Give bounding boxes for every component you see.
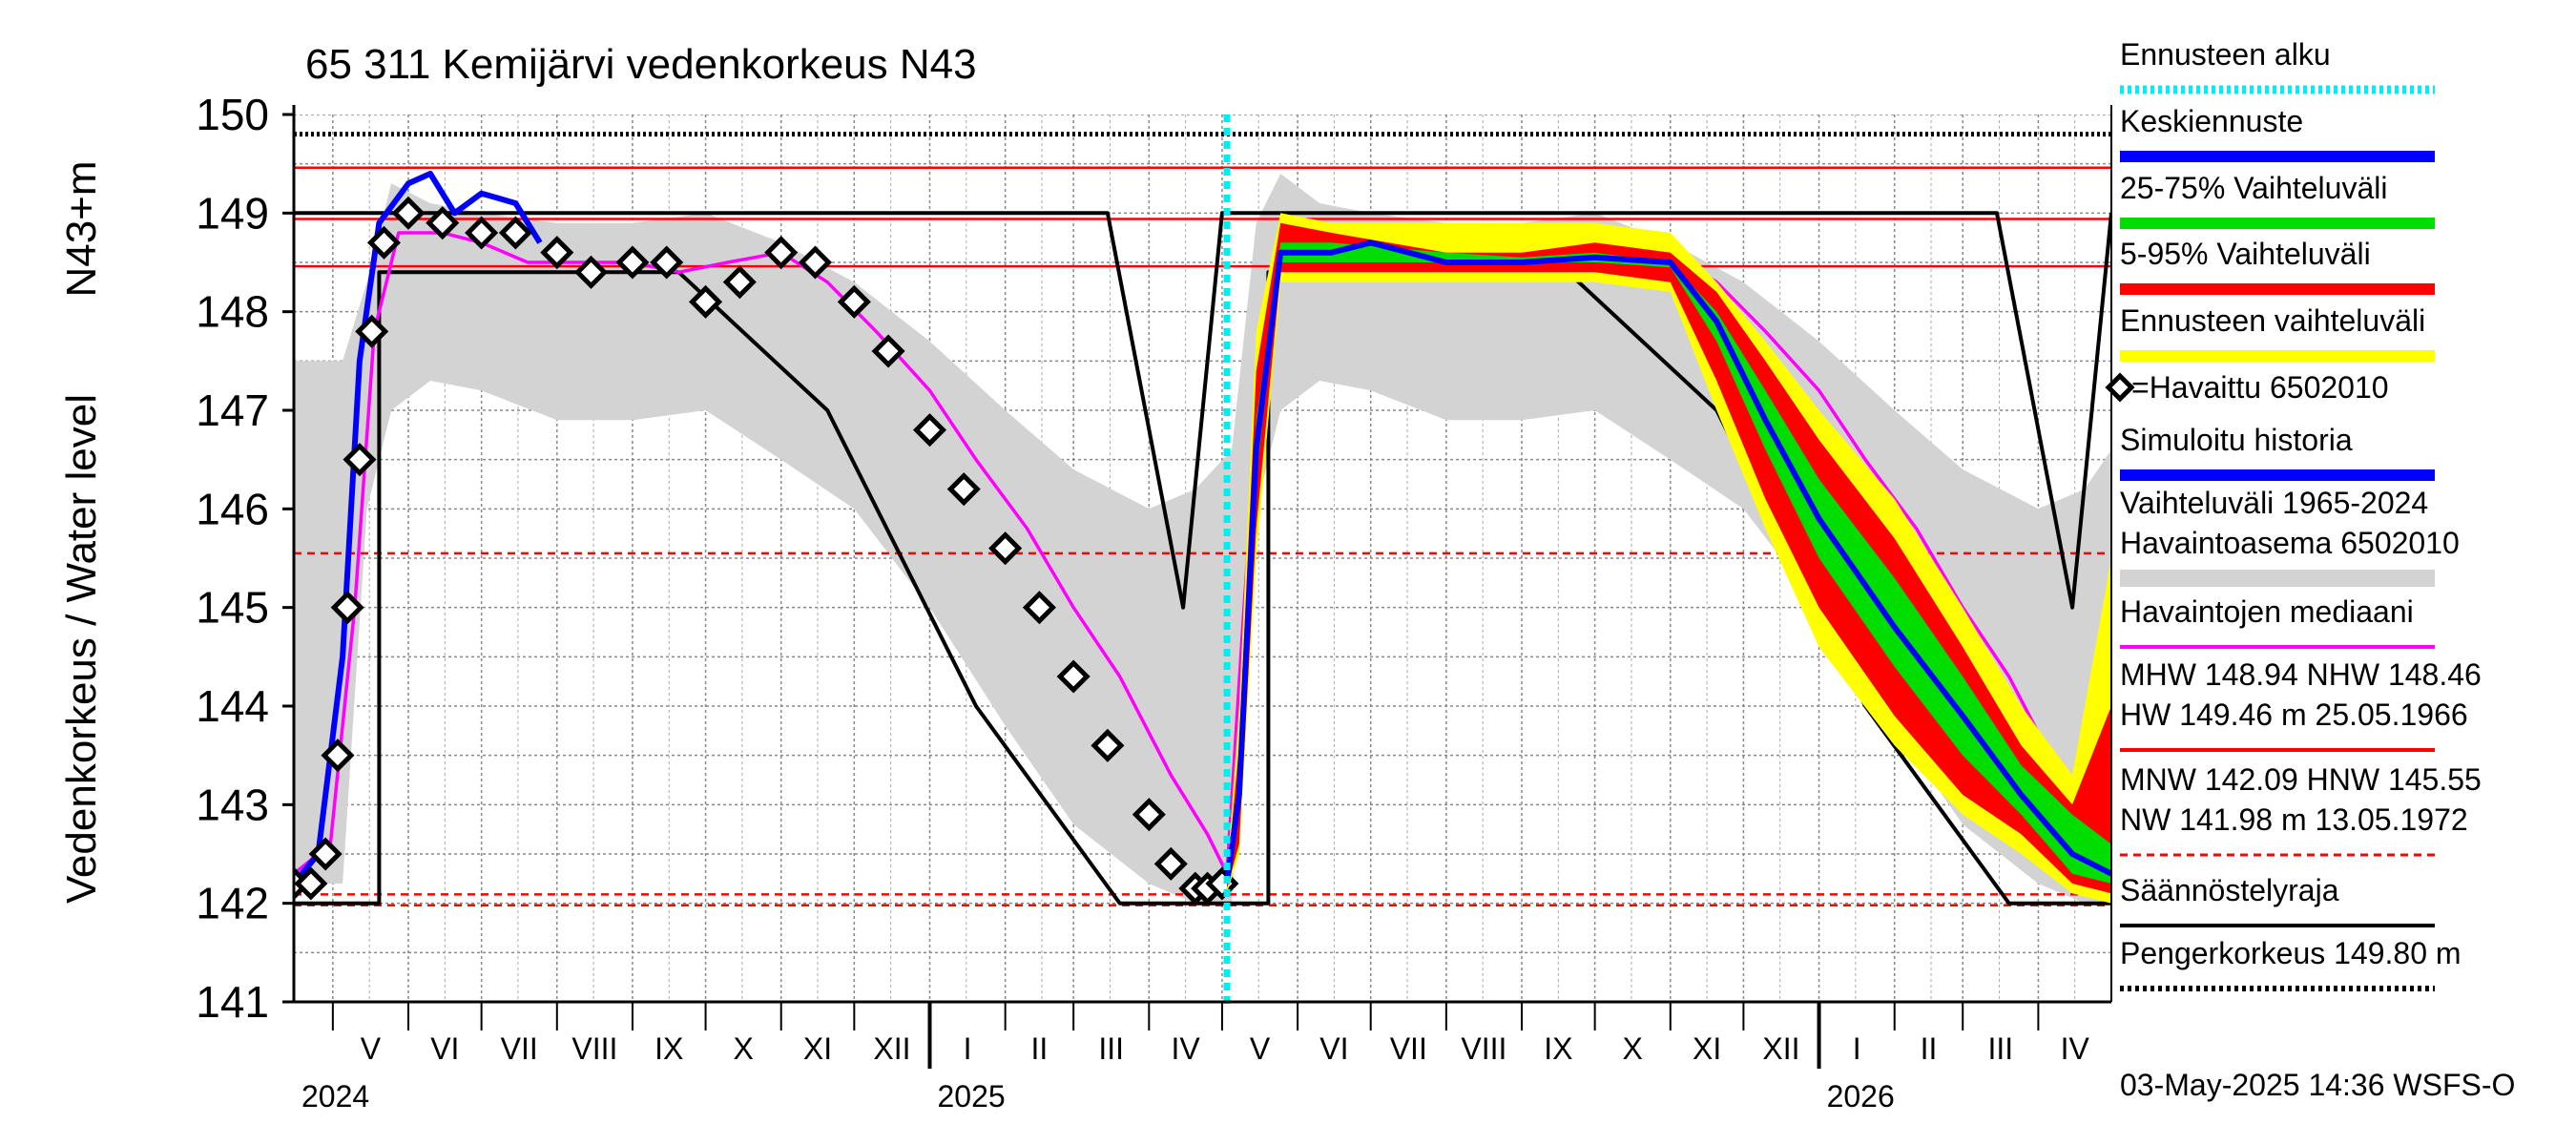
plot-area xyxy=(294,114,2111,1002)
legend-label-11: Säännöstelyraja xyxy=(2120,873,2339,907)
series-line-9 xyxy=(1224,239,2111,885)
observed-point xyxy=(615,245,650,280)
month-label: V xyxy=(361,1031,382,1066)
month-label: II xyxy=(1031,1031,1049,1066)
observed-point xyxy=(946,472,981,507)
series-line-4 xyxy=(294,171,543,885)
legend-label2-9: HW 149.46 m 25.05.1966 xyxy=(2120,697,2468,732)
observed-point xyxy=(764,236,799,270)
month-label: IX xyxy=(1544,1031,1572,1066)
legend-label-5: =Havaittu 6502010 xyxy=(2131,370,2389,405)
observed-point xyxy=(366,225,402,260)
observed-point xyxy=(871,334,905,368)
observed-point xyxy=(540,236,574,270)
month-label: IV xyxy=(2061,1031,2090,1066)
observed-point xyxy=(355,314,389,348)
legend-label-7: Vaihteluväli 1965-2024 xyxy=(2120,486,2428,520)
legend-swatch-5 xyxy=(2105,372,2135,403)
legend-label-2: 25-75% Vaihteluväli xyxy=(2120,171,2387,205)
series-band-7 xyxy=(1227,222,2111,894)
observed-point xyxy=(343,443,377,477)
month-label: III xyxy=(1987,1031,2013,1066)
month-label: III xyxy=(1098,1031,1124,1066)
y-tick-label: 149 xyxy=(196,188,269,238)
month-label: I xyxy=(964,1031,972,1066)
observed-point xyxy=(1132,798,1166,832)
legend-label-10: MNW 142.09 HNW 145.55 xyxy=(2120,762,2482,797)
month-label: VI xyxy=(430,1031,459,1066)
observed-point xyxy=(498,216,532,250)
observed-point xyxy=(1056,659,1091,694)
month-label: I xyxy=(1853,1031,1861,1066)
observed-point xyxy=(798,245,833,280)
series-line-3 xyxy=(294,231,2111,876)
y-axis-unit-label: N43+m xyxy=(58,160,105,297)
legend-label2-7: Havaintoasema 6502010 xyxy=(2120,526,2460,560)
observed-point xyxy=(1091,728,1125,762)
month-label: XI xyxy=(1693,1031,1721,1066)
month-label: X xyxy=(733,1031,753,1066)
observed-point xyxy=(308,837,343,871)
legend-label-8: Havaintojen mediaani xyxy=(2120,594,2414,629)
month-label: V xyxy=(1250,1031,1271,1066)
observed-point xyxy=(1153,846,1188,881)
month-label: VII xyxy=(501,1031,538,1066)
y-tick-label: 148 xyxy=(196,287,269,337)
observed-point xyxy=(837,284,871,319)
observed-point xyxy=(912,413,947,448)
legend-label-9: MHW 148.94 NHW 148.46 xyxy=(2120,657,2482,692)
y-tick-label: 143 xyxy=(196,780,269,829)
observed-point xyxy=(465,216,499,250)
month-label: XII xyxy=(873,1031,910,1066)
y-tick-label: 141 xyxy=(196,977,269,1027)
observed-point xyxy=(1022,591,1056,625)
observed-point xyxy=(650,245,684,280)
month-label: VII xyxy=(1390,1031,1427,1066)
month-label: VIII xyxy=(571,1031,617,1066)
observed-point xyxy=(988,531,1023,566)
legend-label-3: 5-95% Vaihteluväli xyxy=(2120,237,2371,271)
observed-point xyxy=(330,591,364,625)
month-label: VIII xyxy=(1461,1031,1506,1066)
y-tick-label: 145 xyxy=(196,583,269,633)
observed-point xyxy=(294,866,328,901)
observed-point xyxy=(574,255,609,289)
month-label: VI xyxy=(1319,1031,1348,1066)
legend-label2-10: NW 141.98 m 13.05.1972 xyxy=(2120,802,2468,837)
legend-label-0: Ennusteen alku xyxy=(2120,37,2331,72)
year-label: 2026 xyxy=(1827,1079,1895,1114)
legend-label-4: Ennusteen vaihteluväli xyxy=(2120,303,2425,338)
month-label: II xyxy=(1921,1031,1938,1066)
footer-timestamp: 03-May-2025 14:36 WSFS-O xyxy=(2120,1068,2515,1102)
y-axis-label: Vedenkorkeus / Water level xyxy=(58,394,105,904)
y-tick-label: 144 xyxy=(196,681,269,731)
observed-point xyxy=(391,196,426,230)
observed-point xyxy=(426,206,460,240)
y-tick-label: 142 xyxy=(196,879,269,928)
chart-title: 65 311 Kemijärvi vedenkorkeus N43 xyxy=(305,41,977,88)
observed-point xyxy=(689,284,723,319)
observed-point xyxy=(722,265,757,300)
month-label: IX xyxy=(654,1031,683,1066)
month-label: X xyxy=(1623,1031,1643,1066)
month-label: XI xyxy=(803,1031,832,1066)
observed-point xyxy=(321,739,355,773)
legend-label-1: Keskiennuste xyxy=(2120,104,2303,138)
legend-label-12: Pengerkorkeus 149.80 m xyxy=(2120,936,2462,970)
y-tick-label: 150 xyxy=(196,90,269,139)
y-tick-label: 146 xyxy=(196,484,269,533)
series-band-6 xyxy=(1227,213,2111,904)
y-tick-label: 147 xyxy=(196,385,269,435)
month-label: IV xyxy=(1172,1031,1201,1066)
year-label: 2024 xyxy=(301,1079,369,1114)
month-label: XII xyxy=(1762,1031,1799,1066)
year-label: 2025 xyxy=(937,1079,1005,1114)
legend-label-6: Simuloitu historia xyxy=(2120,423,2353,457)
